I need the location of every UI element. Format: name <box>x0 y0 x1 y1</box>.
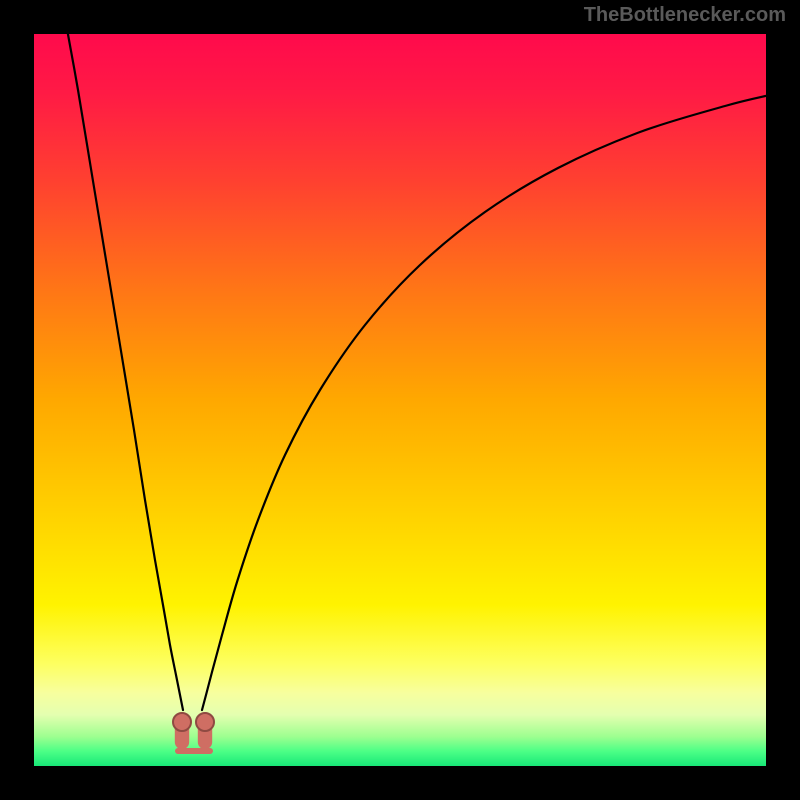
dip-marker-ball <box>173 713 191 731</box>
chart-container: { "watermark": { "text": "TheBottlenecke… <box>0 0 800 800</box>
bottleneck-chart <box>0 0 800 800</box>
dip-marker-ball <box>196 713 214 731</box>
watermark-text: TheBottlenecker.com <box>584 4 786 27</box>
gradient-plot-area <box>34 34 766 766</box>
